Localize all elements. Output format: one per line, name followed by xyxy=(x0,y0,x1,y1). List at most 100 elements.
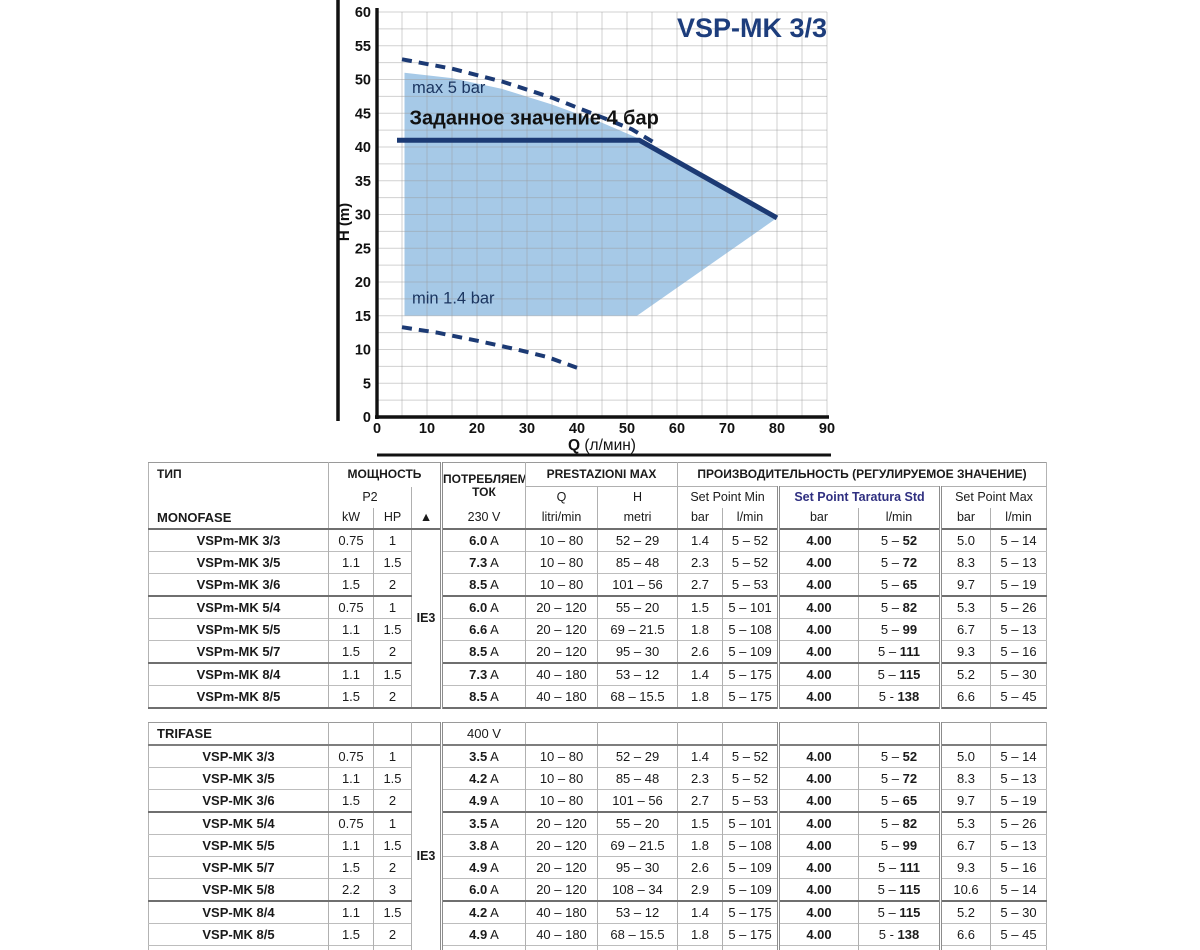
cell-value: 1.5 xyxy=(328,856,374,879)
cell-value: 5.0 xyxy=(939,744,991,768)
specification-tables: ТИП МОЩНОСТЬ ПОТРЕБЛЯЕМЫЙ ТОК PRESTAZION… xyxy=(148,462,1048,950)
cell-value: 9.7 xyxy=(939,789,991,812)
table-row: VSP-MK 5/8 2.2 3 6.0 A 20 – 120 108 – 34 2.9 5 … xyxy=(148,878,1047,901)
col-header-performance: ПРОИЗВОДИТЕЛЬНОСТЬ (РЕГУЛИРУЕМОЕ ЗНАЧЕНИ… xyxy=(676,462,1047,487)
cell-value: 40 – 180 xyxy=(525,923,598,946)
cell-value: 2.3 xyxy=(677,551,723,574)
cell-value: 1.1 xyxy=(328,551,374,574)
cell-value: 6.0 A xyxy=(440,528,526,552)
chart-canvas: 0 10 20 30 40 50 60 70 80 90 0 5 10 15 20 25 30 35 40 45 50 5… xyxy=(336,0,835,457)
cell-value: 5 – 45 xyxy=(989,685,1047,708)
cell-value: 1.4 xyxy=(677,900,723,924)
cell-value: 5 – 175 xyxy=(722,923,779,946)
cell-value: 4.00 xyxy=(777,618,859,641)
svg-text:35: 35 xyxy=(355,174,371,190)
cell-value: 9.3 xyxy=(939,640,991,663)
cell-value: 5 – 19 xyxy=(989,573,1047,596)
cell-value: 95 – 30 xyxy=(597,856,678,879)
svg-text:30: 30 xyxy=(519,421,535,437)
trifase-table: TRIFASE 400 V VSP-MK 3/3 0.75 1 IE3 3.5 A 10 … xyxy=(148,722,1047,950)
cell-value: 5 – 111 xyxy=(858,856,941,879)
cell-value: 5.3 xyxy=(939,811,991,835)
table-header: TRIFASE 400 V xyxy=(148,722,1047,746)
table-header: ТИП МОЩНОСТЬ ПОТРЕБЛЯЕМЫЙ ТОК PRESTAZION… xyxy=(148,462,1047,530)
table-row: VSPm-MK 3/6 1.5 2 8.5 A 10 – 80 101 – 56 2.7 5 … xyxy=(148,573,1047,596)
cell-value: 5 – 99 xyxy=(858,834,941,857)
svg-text:20: 20 xyxy=(469,421,485,437)
svg-text:Заданное значение 4 бар: Заданное значение 4 бар xyxy=(410,108,659,130)
cell-value: 4.9 A xyxy=(440,856,526,879)
cell-value: 5 – 175 xyxy=(722,945,779,950)
table-row: VSPm-MK 3/3 0.75 1 IE3 6.0 A 10 – 80 52 – 29 1.… xyxy=(148,528,1047,708)
cell-value: 5 – 65 xyxy=(858,573,941,596)
cell-model: VSP-MK 5/7 xyxy=(148,856,329,879)
cell-value: 40 – 180 xyxy=(525,662,598,686)
cell-value: 1.8 xyxy=(677,685,723,708)
cell-value: 69 – 21.5 xyxy=(597,618,678,641)
col-header-bar: bar xyxy=(777,508,859,530)
col-header-setpoint-max: Set Point Max xyxy=(938,486,1047,508)
cell-value: 6.7 xyxy=(939,618,991,641)
cell-value: 8.3 xyxy=(939,767,991,790)
cell-value: 5 – 53 xyxy=(722,573,779,596)
header-spacer xyxy=(373,722,412,746)
cell-value: 3 xyxy=(373,878,412,901)
header-spacer xyxy=(411,722,442,746)
table-row: VSP-MK 8/62.236.3 A40 – 18081 – 18.52.25… xyxy=(148,945,1047,950)
cell-value: 40 – 180 xyxy=(525,685,598,708)
cell-value: 2.7 xyxy=(677,573,723,596)
cell-value: 1.5 xyxy=(328,573,374,596)
cell-value: 5 – 72 xyxy=(858,551,941,574)
svg-text:30: 30 xyxy=(355,208,371,224)
cell-value: 1.4 xyxy=(677,744,723,768)
cell-value: 5 – 26 xyxy=(990,811,1047,835)
cell-value: 5 – 72 xyxy=(858,767,941,790)
cell-model: VSPm-MK 8/4 xyxy=(148,662,329,686)
header-spacer xyxy=(939,722,991,746)
cell-value: 1.5 xyxy=(328,789,374,812)
col-header-power: МОЩНОСТЬ xyxy=(328,462,442,487)
cell-value: 4.2 A xyxy=(440,900,526,924)
cell-value: 8.0 xyxy=(939,945,991,950)
cell-value: 101 – 56 xyxy=(597,573,678,596)
cell-value: 5 – 13 xyxy=(989,618,1047,641)
cell-value: 5 – 115 xyxy=(858,662,941,686)
header-spacer xyxy=(722,722,779,746)
cell-value: 9.3 xyxy=(939,856,991,879)
cell-value: 1.5 xyxy=(373,767,412,790)
cell-value: 20 – 120 xyxy=(525,640,598,663)
cell-value: 55 – 20 xyxy=(597,811,678,835)
cell-model: VSP-MK 3/6 xyxy=(148,789,329,812)
col-header-h: H xyxy=(597,486,678,508)
cell-value: 10 – 80 xyxy=(525,789,598,812)
cell-value: 5 – 115 xyxy=(858,878,941,901)
cell-value: 5.0 xyxy=(939,528,991,552)
header-spacer xyxy=(149,487,329,509)
chart-title: VSP-MK 3/3 xyxy=(677,13,827,43)
col-header-current: ПОТРЕБЛЯЕМЫЙ ТОК xyxy=(440,462,526,508)
cell-value: 5 – 82 xyxy=(858,811,941,835)
table-row: VSPm-MK 5/7 1.5 2 8.5 A 20 – 120 95 – 30 2.6 5 … xyxy=(148,640,1047,663)
ie3-badge: IE3 xyxy=(411,744,442,950)
col-header-metri: metri xyxy=(597,508,678,530)
cell-value: 1.1 xyxy=(328,767,374,790)
trifase-rows: VSP-MK 3/3 0.75 1 IE3 3.5 A 10 – 80 52 – 29 1.4… xyxy=(148,744,1047,950)
table-row: VSP-MK 5/5 1.1 1.5 3.8 A 20 – 120 69 – 21.5 1.… xyxy=(148,834,1047,857)
cell-value: 52 – 29 xyxy=(597,528,678,552)
cell-value: 20 – 120 xyxy=(525,811,598,835)
col-header-voltage-230: 230 V xyxy=(440,508,526,530)
cell-model: VSP-MK 3/3 xyxy=(148,744,329,768)
table-row: VSPm-MK 3/5 1.1 1.5 7.3 A 10 – 80 85 – 48 2.3 5… xyxy=(148,551,1047,574)
cell-model: VSP-MK 5/8 xyxy=(148,878,329,901)
cell-value: 5 – 52 xyxy=(858,744,941,768)
cell-value: 2 xyxy=(373,640,412,663)
operating-region xyxy=(404,72,777,316)
table-gap xyxy=(148,709,1046,722)
svg-text:60: 60 xyxy=(669,421,685,437)
svg-text:40: 40 xyxy=(355,140,371,156)
col-header-kw: kW xyxy=(328,508,374,530)
cell-value: 4.00 xyxy=(777,878,859,901)
monofase-rows: VSPm-MK 3/3 0.75 1 IE3 6.0 A 10 – 80 52 – 29 1.… xyxy=(148,528,1047,708)
cell-value: 1.5 xyxy=(677,595,723,619)
